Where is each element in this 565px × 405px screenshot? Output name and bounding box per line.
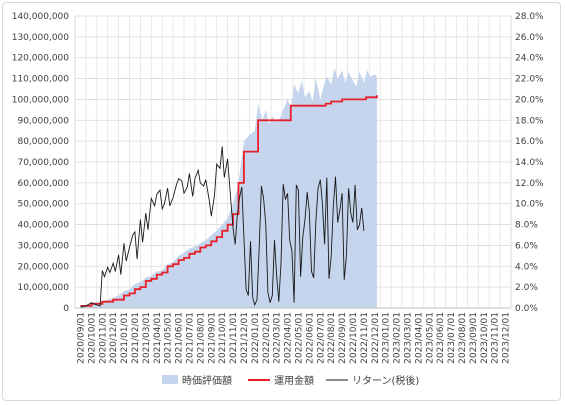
- series-area-market-value: [80, 68, 377, 308]
- x-tick-label: 2023/11/01: [491, 312, 501, 364]
- x-tick-label: 2022/10/01: [349, 312, 359, 364]
- left-tick-label: 60,000,000: [17, 179, 69, 189]
- right-tick-label: 12.0%: [515, 179, 544, 189]
- series-line-invested-amount: [80, 95, 378, 307]
- right-tick-label: 26.0%: [515, 33, 544, 43]
- x-tick-label: 2021/01/01: [120, 312, 130, 364]
- legend-swatch-market-value: [162, 375, 178, 384]
- left-tick-label: 110,000,000: [12, 75, 70, 85]
- legend: 時価評価額 運用金額 リターン(税後): [162, 374, 419, 387]
- x-tick-label: 2021/12/01: [240, 312, 250, 364]
- x-tick-label: 2023/10/01: [480, 312, 490, 364]
- right-tick-label: 10.0%: [515, 200, 544, 210]
- left-tick-label: 80,000,000: [17, 137, 69, 147]
- left-tick-label: 40,000,000: [17, 221, 69, 231]
- left-tick-label: 90,000,000: [17, 116, 69, 126]
- x-tick-label: 2021/04/01: [153, 312, 163, 364]
- left-tick-label: 50,000,000: [17, 200, 69, 210]
- x-tick-label: 2023/02/01: [393, 312, 403, 364]
- x-tick-label: 2021/05/01: [164, 312, 174, 364]
- x-tick-label: 2022/05/01: [294, 312, 304, 364]
- axes: [74, 16, 512, 309]
- right-axis-tick-labels: 0.0% 2.0% 4.0% 6.0% 8.0% 10.0% 12.0% 14.0% 16.0%…: [515, 12, 544, 314]
- legend-label: リターン(税後): [352, 374, 419, 387]
- left-tick-label: 140,000,000: [12, 12, 70, 22]
- x-tick-label: 2022/02/01: [262, 312, 272, 364]
- right-tick-label: 14.0%: [515, 158, 544, 168]
- legend-label: 時価評価額: [182, 374, 232, 387]
- right-tick-label: 8.0%: [515, 221, 538, 231]
- series-line-return: [80, 146, 365, 308]
- x-tick-label: 2023/06/01: [436, 312, 446, 364]
- x-tick-label: 2020/12/01: [109, 312, 119, 364]
- x-tick-label: 2023/09/01: [469, 312, 479, 364]
- right-tick-label: 16.0%: [515, 137, 544, 147]
- x-tick-label: 2023/08/01: [458, 312, 468, 364]
- x-tick-label: 2022/06/01: [305, 312, 315, 364]
- right-tick-label: 18.0%: [515, 116, 544, 126]
- right-tick-label: 0.0%: [515, 304, 538, 314]
- right-tick-label: 2.0%: [515, 283, 538, 293]
- x-axis-tick-labels: 2020/09/01 2020/10/01 2020/11/01 2020/12/01…: [76, 312, 511, 364]
- left-axis-tick-labels: 0 10,000,000 20,000,000 30,000,000 40,000,00…: [12, 12, 70, 314]
- x-tick-label: 2021/03/01: [142, 312, 152, 364]
- right-tick-label: 6.0%: [515, 241, 538, 251]
- x-tick-label: 2020/10/01: [87, 312, 97, 364]
- x-tick-label: 2022/12/01: [371, 312, 381, 364]
- left-tick-label: 120,000,000: [12, 54, 70, 64]
- x-tick-label: 2023/01/01: [382, 312, 392, 364]
- right-tick-label: 22.0%: [515, 75, 544, 85]
- x-tick-label: 2023/05/01: [425, 312, 435, 364]
- x-tick-label: 2021/06/01: [175, 312, 185, 364]
- x-tick-label: 2023/07/01: [447, 312, 457, 364]
- x-tick-label: 2022/07/01: [316, 312, 326, 364]
- left-tick-label: 100,000,000: [12, 95, 70, 105]
- right-tick-label: 28.0%: [515, 12, 544, 22]
- x-tick-label: 2023/04/01: [414, 312, 424, 364]
- x-tick-label: 2022/03/01: [273, 312, 283, 364]
- left-tick-label: 130,000,000: [12, 33, 70, 43]
- x-tick-label: 2021/07/01: [185, 312, 195, 364]
- right-tick-label: 4.0%: [515, 262, 538, 272]
- left-tick-label: 0: [63, 304, 69, 314]
- x-tick-label: 2021/09/01: [207, 312, 217, 364]
- x-tick-label: 2020/09/01: [76, 312, 86, 364]
- right-tick-label: 24.0%: [515, 54, 544, 64]
- right-tick-label: 20.0%: [515, 95, 544, 105]
- x-tick-label: 2022/01/01: [251, 312, 261, 364]
- left-tick-label: 10,000,000: [17, 283, 69, 293]
- x-tick-label: 2021/10/01: [218, 312, 228, 364]
- market-value-area-layer: [80, 68, 377, 308]
- line-series-layer: [80, 95, 378, 308]
- left-tick-label: 30,000,000: [17, 241, 69, 251]
- x-tick-label: 2022/04/01: [284, 312, 294, 364]
- x-tick-label: 2020/11/01: [98, 312, 108, 364]
- x-tick-label: 2021/02/01: [131, 312, 141, 364]
- left-tick-label: 70,000,000: [17, 158, 69, 168]
- x-tick-label: 2021/08/01: [196, 312, 206, 364]
- x-tick-label: 2022/11/01: [360, 312, 370, 364]
- x-tick-label: 2021/11/01: [229, 312, 239, 364]
- x-tick-label: 2023/03/01: [403, 312, 413, 364]
- legend-label: 運用金額: [274, 374, 314, 387]
- left-tick-label: 20,000,000: [17, 262, 69, 272]
- x-tick-label: 2022/08/01: [327, 312, 337, 364]
- x-tick-label: 2022/09/01: [338, 312, 348, 364]
- x-tick-label: 2023/12/01: [502, 312, 512, 364]
